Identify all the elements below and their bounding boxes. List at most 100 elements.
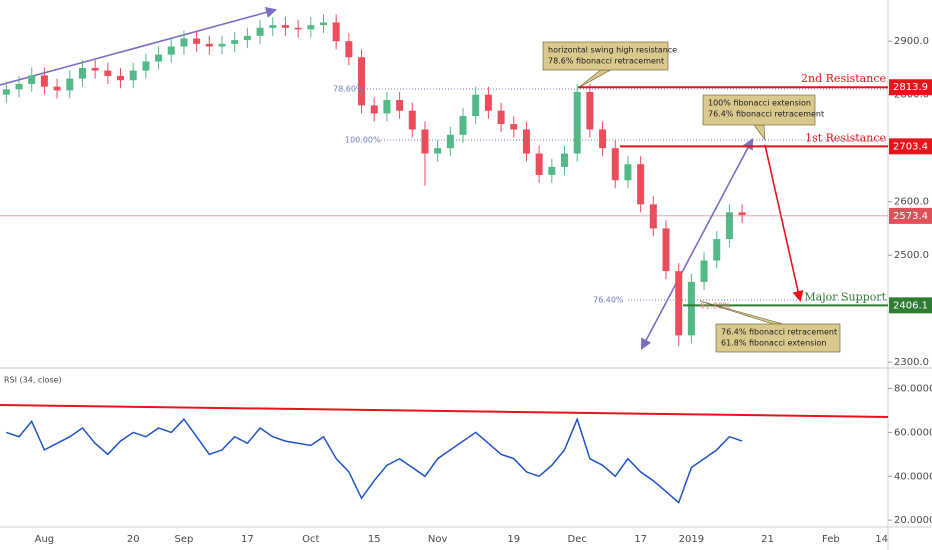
fib-label: 78.60%	[333, 85, 364, 94]
candle-body	[117, 75, 125, 81]
callout-pointer	[753, 124, 766, 142]
candle-body	[167, 46, 175, 55]
rsi-line	[6, 417, 743, 504]
candle-body	[142, 61, 150, 71]
candle-body	[28, 75, 36, 84]
candle-body	[548, 166, 556, 175]
candle-body	[53, 86, 61, 91]
price-tag-label: 2703.4	[893, 141, 928, 152]
candle-body	[738, 212, 746, 216]
x-tick-label: 2019	[679, 534, 704, 545]
candle-body	[370, 105, 378, 114]
candle-body	[586, 92, 594, 130]
candle-body	[319, 22, 327, 26]
callout-text: 78.6% fibonacci retracement	[548, 57, 664, 66]
candle-body	[155, 54, 163, 62]
rsi-trendline	[0, 404, 889, 418]
x-tick-label: Oct	[302, 534, 319, 545]
callout-pointer	[577, 69, 612, 89]
level-name: 2nd Resistance	[801, 72, 886, 85]
candle-body	[243, 35, 251, 41]
candle-body	[345, 41, 353, 58]
candle-body	[66, 78, 74, 91]
candle-body	[408, 110, 416, 130]
callout-text: horizontal swing high resistance	[548, 46, 677, 55]
projection-arrow	[764, 144, 804, 303]
candle-body	[256, 27, 264, 36]
candle-body	[700, 260, 708, 282]
x-tick-label: Aug	[35, 534, 55, 545]
candle-body	[662, 228, 670, 272]
fib-label: 100.00%	[345, 136, 381, 145]
candle-body	[624, 164, 632, 181]
y-tick-label: 2300.0	[894, 357, 929, 368]
x-tick-label: Dec	[568, 534, 587, 545]
candle-body	[687, 281, 695, 336]
candle-body	[231, 40, 239, 44]
x-tick-label: 14	[875, 534, 888, 545]
candle-body	[561, 153, 569, 167]
price-tag-label: 2573.4	[893, 211, 928, 222]
candle-body	[294, 27, 302, 30]
candle-body	[599, 129, 607, 149]
y-tick-label: 80.0000	[894, 383, 932, 394]
price-tag	[889, 207, 932, 224]
candle-body	[510, 124, 518, 130]
callout-box	[542, 41, 669, 71]
candle-body	[484, 94, 492, 111]
callout-text: 76.4% fibonacci retracement	[721, 328, 837, 337]
extension-arrow	[640, 138, 754, 350]
candle-body	[129, 70, 137, 81]
price-tag-label: 2406.1	[893, 300, 928, 311]
candle-body	[497, 110, 505, 125]
candle-body	[40, 75, 48, 87]
x-tick-label: 20	[127, 534, 140, 545]
candle-body	[383, 100, 391, 114]
candle-body	[332, 22, 340, 42]
price-tag	[889, 138, 932, 155]
x-tick-label: Nov	[428, 534, 448, 545]
candle-body	[472, 94, 480, 117]
y-tick-label: 20.0000	[894, 515, 932, 526]
price-tag	[889, 79, 932, 96]
candle-body	[307, 25, 315, 30]
candle-body	[535, 153, 543, 175]
candle-body	[2, 89, 10, 95]
trend-arrow	[0, 6, 278, 86]
candle-body	[78, 67, 86, 79]
x-tick-label: Sep	[175, 534, 194, 545]
x-tick-label: 19	[507, 534, 520, 545]
candle-body	[459, 116, 467, 135]
y-tick-label: 60.0000	[894, 427, 932, 438]
rsi-title: RSI (34, close)	[4, 376, 62, 385]
callout-box	[702, 94, 816, 126]
candle-body	[218, 43, 226, 47]
y-tick-label: 2600.0	[894, 197, 929, 208]
candle-body	[421, 129, 429, 154]
x-tick-label: 21	[761, 534, 774, 545]
candle-body	[522, 129, 530, 154]
candle-body	[193, 38, 201, 44]
candle-body	[649, 204, 657, 229]
y-tick-label: 2900.0	[894, 36, 929, 47]
level-name: Major Support	[804, 290, 886, 303]
level-name: 1st Resistance	[805, 131, 886, 144]
callout-text: 61.8% fibonacci extension	[721, 339, 827, 348]
candle-body	[15, 83, 23, 90]
x-tick-label: 17	[241, 534, 254, 545]
y-tick-label: 2500.0	[894, 250, 929, 261]
candle-body	[269, 25, 277, 28]
candle-body	[637, 164, 645, 205]
candle-body	[91, 67, 99, 71]
candle-body	[396, 100, 404, 111]
callout-text: 100% fibonacci extension	[708, 99, 811, 108]
candle-body	[725, 212, 733, 240]
y-tick-label: 40.0000	[894, 471, 932, 482]
fib-label: 76.40%	[593, 296, 624, 305]
candle-body	[446, 134, 454, 149]
candle-body	[281, 25, 289, 28]
candle-body	[205, 43, 213, 47]
candle-body	[675, 271, 683, 336]
